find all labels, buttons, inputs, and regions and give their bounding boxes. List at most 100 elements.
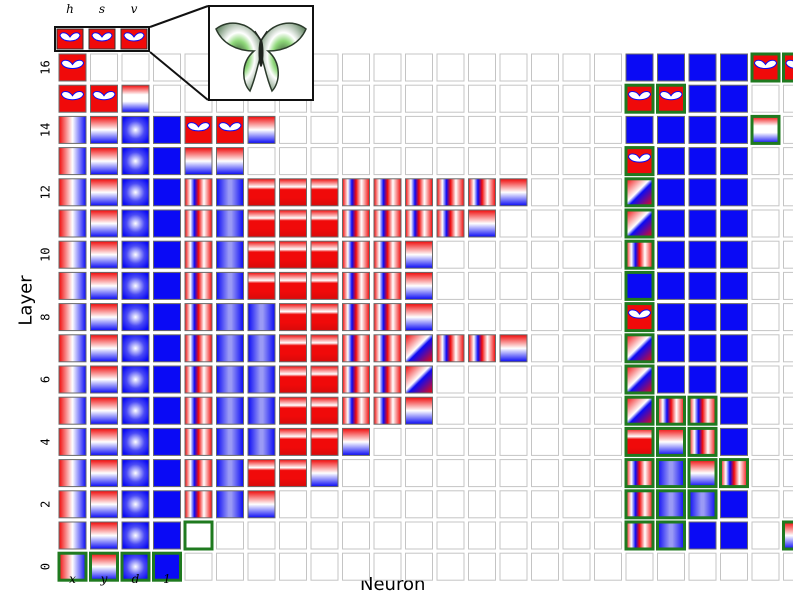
neuron-cell bbox=[216, 490, 244, 519]
neuron-cell bbox=[625, 53, 654, 82]
neuron-cell bbox=[184, 490, 213, 519]
neuron-cell bbox=[247, 396, 276, 425]
empty-neuron-cell bbox=[279, 552, 307, 581]
empty-neuron-cell bbox=[279, 115, 307, 144]
neuron-cell bbox=[247, 271, 276, 300]
neuron-cell bbox=[720, 178, 748, 207]
empty-neuron-cell bbox=[594, 209, 622, 238]
neuron-cell bbox=[184, 334, 213, 363]
neuron-cell bbox=[688, 209, 717, 238]
empty-neuron-cell bbox=[751, 209, 780, 238]
neuron-cell bbox=[310, 303, 339, 332]
neuron-cell bbox=[720, 490, 748, 519]
empty-neuron-cell bbox=[342, 490, 370, 519]
empty-neuron-cell bbox=[342, 459, 370, 488]
butterfly-motif bbox=[60, 90, 85, 101]
neuron-cell bbox=[184, 365, 213, 394]
empty-neuron-cell bbox=[751, 396, 780, 425]
empty-neuron-cell bbox=[499, 552, 528, 581]
empty-neuron-cell bbox=[373, 147, 402, 176]
highlighted-neuron-cell bbox=[656, 489, 686, 520]
output-frame bbox=[54, 26, 150, 52]
neuron-cell bbox=[342, 365, 370, 394]
neuron-cell bbox=[153, 209, 181, 238]
neuron-cell bbox=[657, 303, 685, 332]
neuron-cell bbox=[58, 84, 87, 113]
empty-neuron-cell bbox=[373, 521, 402, 550]
empty-neuron-cell bbox=[594, 147, 622, 176]
highlighted-neuron-cell bbox=[624, 333, 655, 364]
neuron-cell bbox=[720, 271, 748, 300]
neuron-cell bbox=[153, 427, 181, 456]
empty-neuron-cell bbox=[531, 84, 559, 113]
neuron-cell bbox=[279, 396, 307, 425]
highlighted-neuron-cell bbox=[183, 520, 214, 551]
highlighted-neuron-cell bbox=[656, 426, 686, 457]
empty-neuron-cell bbox=[751, 552, 780, 581]
neuron-cell bbox=[58, 115, 87, 144]
empty-neuron-cell bbox=[468, 84, 496, 113]
neuron-cell bbox=[405, 240, 433, 269]
neuron-cell bbox=[720, 427, 748, 456]
empty-neuron-cell bbox=[594, 271, 622, 300]
empty-neuron-cell bbox=[531, 521, 559, 550]
empty-neuron-cell bbox=[783, 396, 793, 425]
highlighted-neuron-cell bbox=[624, 302, 655, 333]
empty-neuron-cell bbox=[373, 427, 402, 456]
empty-neuron-cell bbox=[216, 552, 244, 581]
neuron-cell bbox=[58, 271, 87, 300]
empty-neuron-cell bbox=[468, 552, 496, 581]
highlighted-neuron-cell bbox=[624, 395, 655, 426]
empty-neuron-cell bbox=[783, 490, 793, 519]
empty-neuron-cell bbox=[531, 209, 559, 238]
neuron-cell bbox=[468, 209, 496, 238]
neuron-cell bbox=[310, 427, 339, 456]
neuron-cell bbox=[184, 178, 213, 207]
neuron-cell bbox=[720, 147, 748, 176]
empty-neuron-cell bbox=[562, 552, 591, 581]
input-column-label: d bbox=[132, 572, 140, 586]
empty-neuron-cell bbox=[310, 552, 339, 581]
highlighted-neuron-cell bbox=[624, 177, 655, 208]
butterfly-motif bbox=[785, 59, 793, 69]
neuron-cell bbox=[90, 115, 118, 144]
neuron-cell bbox=[247, 209, 276, 238]
neuron-cell bbox=[153, 115, 181, 144]
neuron-cell bbox=[625, 115, 654, 144]
neuron-cell bbox=[657, 147, 685, 176]
input-column-label: 1 bbox=[163, 572, 171, 586]
empty-neuron-cell bbox=[436, 303, 465, 332]
empty-neuron-cell bbox=[562, 53, 591, 82]
neuron-cell bbox=[720, 334, 748, 363]
highlighted-neuron-cell bbox=[782, 52, 793, 83]
neuron-cell bbox=[499, 334, 528, 363]
butterfly-motif bbox=[59, 32, 81, 42]
neuron-cell bbox=[342, 271, 370, 300]
neuron-cell bbox=[688, 147, 717, 176]
neuron-cell bbox=[310, 396, 339, 425]
neuron-cell bbox=[405, 396, 433, 425]
empty-neuron-cell bbox=[373, 84, 402, 113]
empty-neuron-cell bbox=[153, 53, 181, 82]
neuron-cell bbox=[279, 271, 307, 300]
empty-neuron-cell bbox=[468, 53, 496, 82]
empty-neuron-cell bbox=[310, 84, 339, 113]
neuron-cell bbox=[688, 334, 717, 363]
neuron-cell bbox=[216, 209, 244, 238]
empty-neuron-cell bbox=[499, 427, 528, 456]
neuron-cell bbox=[720, 521, 748, 550]
neuron-cell bbox=[657, 240, 685, 269]
empty-neuron-cell bbox=[783, 147, 793, 176]
neuron-cell bbox=[405, 303, 433, 332]
neuron-cell bbox=[279, 209, 307, 238]
empty-neuron-cell bbox=[121, 53, 150, 82]
neuron-cell bbox=[310, 271, 339, 300]
neuron-cell bbox=[373, 396, 402, 425]
neuron-cell bbox=[121, 396, 150, 425]
empty-neuron-cell bbox=[436, 147, 465, 176]
neuron-cell bbox=[121, 209, 150, 238]
empty-neuron-cell bbox=[499, 115, 528, 144]
layer-tick-label: 4 bbox=[39, 438, 53, 445]
empty-neuron-cell bbox=[499, 240, 528, 269]
empty-neuron-cell bbox=[405, 552, 433, 581]
